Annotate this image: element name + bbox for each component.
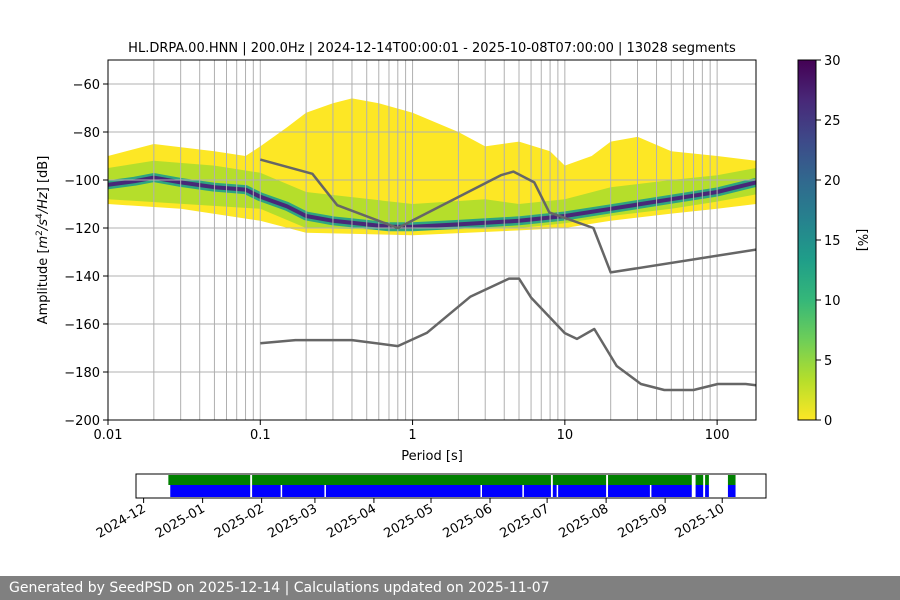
footer-bar: Generated by SeedPSD on 2025-12-14 | Cal… (0, 576, 900, 600)
y-tick-label: −200 (64, 414, 100, 429)
x-tick-label: 0.01 (94, 428, 123, 443)
coverage-gap (324, 485, 326, 497)
timeline-tick-label: 2025-07 (498, 501, 553, 541)
y-axis-label-part: /s (36, 219, 51, 231)
timeline-tick-label: 2025-02 (212, 501, 267, 541)
y-axis-ticks: −60 −80 −100 −120 −140 −160 −180 −200 (64, 78, 108, 429)
y-tick-label: −160 (64, 318, 100, 333)
y-axis-label: Amplitude [m2/s4/Hz] [dB] (35, 156, 51, 325)
coverage-gap (708, 485, 728, 497)
coverage-bar-blue (170, 485, 736, 497)
footer-text: Generated by SeedPSD on 2025-12-14 | Cal… (9, 580, 550, 596)
colorbar-tick-label: 30 (824, 54, 841, 69)
colorbar-tick-label: 5 (824, 354, 832, 369)
y-axis-label-part: ] [dB] (36, 156, 51, 193)
timeline-tick-label: 2025-04 (324, 501, 379, 541)
coverage-gap (691, 475, 696, 485)
coverage-gap (708, 475, 728, 485)
coverage-bar-green (168, 475, 736, 485)
colorbar-tick-label: 20 (824, 174, 841, 189)
colorbar-scale (797, 59, 817, 421)
nlnm-line (260, 277, 756, 392)
plot-area (108, 60, 756, 420)
coverage-gap (250, 485, 253, 497)
timeline-tick-label: 2025-01 (153, 501, 208, 541)
colorbar: 0 5 10 15 20 25 30 [%] (797, 54, 869, 429)
coverage-gap (606, 475, 609, 485)
y-axis-label-part: 2 (35, 230, 45, 236)
timeline-tick-label: 2025-10 (673, 501, 728, 541)
coverage-gap (703, 475, 706, 485)
y-tick-label: −120 (64, 222, 100, 237)
coverage-gap (250, 475, 253, 485)
x-tick-label: 100 (705, 428, 730, 443)
psd-bands (108, 98, 756, 236)
plot-frame (107, 59, 757, 421)
x-axis-ticks: 0.01 0.1 1 10 100 (94, 420, 730, 443)
coverage-gap (691, 485, 696, 497)
y-tick-label: −80 (73, 126, 100, 141)
coverage-gap (480, 485, 483, 497)
x-tick-label: 0.1 (250, 428, 271, 443)
x-tick-label: 10 (557, 428, 574, 443)
coverage-gap (649, 485, 652, 497)
timeline-tick-label: 2025-03 (265, 501, 320, 541)
y-axis-label-part: Amplitude [ (36, 248, 51, 324)
timeline-tick-label: 2025-08 (557, 501, 612, 541)
timeline-tick-label: 2024-12 (94, 501, 149, 541)
psd-grid (107, 60, 756, 421)
colorbar-ticks: 0 5 10 15 20 25 30 (816, 54, 841, 429)
x-axis-label: Period [s] (401, 449, 463, 464)
colorbar-tick-label: 10 (824, 294, 841, 309)
timeline-tick-label: 2025-05 (381, 501, 436, 541)
timeline-tick-label: 2025-09 (616, 501, 671, 541)
coverage-gap (556, 485, 559, 497)
y-axis-label-part: /Hz (36, 191, 51, 214)
y-tick-label: −100 (64, 174, 100, 189)
colorbar-tick-label: 25 (824, 114, 841, 129)
noise-model-lines (259, 158, 756, 392)
timeline-frame (135, 473, 767, 499)
colorbar-tick-label: 15 (824, 234, 841, 249)
y-axis-label-part: m (36, 236, 51, 249)
coverage-gap (550, 475, 553, 485)
coverage-gap (703, 485, 706, 497)
psd-mode-line (108, 175, 756, 229)
coverage-gap (550, 485, 553, 497)
chart-title: HL.DRPA.00.HNN | 200.0Hz | 2024-12-14T00… (128, 41, 736, 56)
timeline-bars (168, 475, 736, 497)
coverage-gap (280, 485, 283, 497)
nhnm-line (259, 158, 756, 274)
y-axis-label-part: 4 (35, 213, 45, 219)
psd-plot: 0.01 0.1 1 10 100 −60 −80 −100 −120 −140 −160 −180… (35, 59, 757, 464)
x-tick-label: 1 (408, 428, 416, 443)
coverage-gap (522, 485, 524, 497)
coverage-gap (606, 485, 609, 497)
y-tick-label: −180 (64, 366, 100, 381)
colorbar-label: [%] (854, 229, 869, 252)
timeline-tick-label: 2025-06 (440, 501, 495, 541)
colorbar-tick-label: 0 (824, 414, 832, 429)
y-tick-label: −60 (73, 78, 100, 93)
y-tick-label: −140 (64, 270, 100, 285)
